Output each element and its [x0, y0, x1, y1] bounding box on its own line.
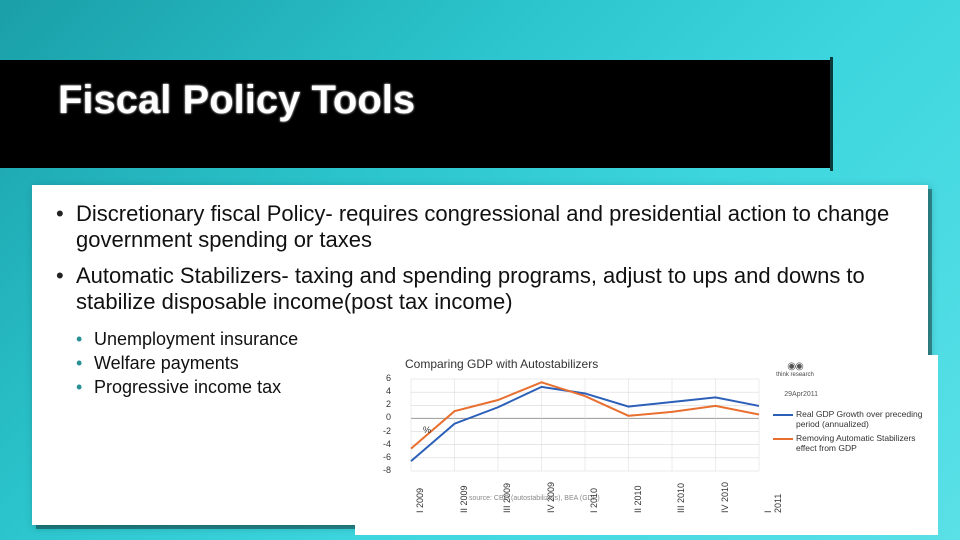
x-tick-label: I 2010 [589, 488, 599, 513]
legend-label: Removing Automatic Stabilizers effect fr… [796, 433, 935, 453]
y-tick-label: -6 [377, 452, 391, 462]
globe-icon: ◉◉ [768, 361, 822, 372]
chart-title: Comparing GDP with Autostabilizers [405, 357, 598, 371]
x-tick-label: I 2009 [415, 488, 425, 513]
main-bullets: Discretionary fiscal Policy- requires co… [32, 185, 928, 315]
y-tick-label: -4 [377, 439, 391, 449]
y-tick-label: 4 [377, 386, 391, 396]
y-tick-label: -8 [377, 465, 391, 475]
chart-logo: ◉◉ think research [768, 361, 822, 379]
y-tick-label: -2 [377, 426, 391, 436]
x-tick-label: I 2011 [763, 494, 783, 513]
slide: Fiscal Policy Tools Fiscal Policy Tools … [0, 0, 960, 540]
x-tick-label: III 2010 [676, 483, 686, 513]
logo-subtext: think research [768, 372, 822, 379]
x-tick-label: IV 2010 [720, 482, 730, 513]
legend-item: Removing Automatic Stabilizers effect fr… [773, 433, 935, 453]
y-unit: % [423, 425, 431, 435]
bullet-item: Automatic Stabilizers- taxing and spendi… [76, 263, 900, 315]
chart-source: source: CBO (autostabilizers), BEA (GDP) [469, 495, 600, 502]
chart-date: 29Apr2011 [784, 391, 818, 398]
legend-swatch [789, 438, 793, 440]
bullet-item: Discretionary fiscal Policy- requires co… [76, 201, 900, 253]
y-tick-label: 0 [377, 412, 391, 422]
slide-title: Fiscal Policy Tools [58, 78, 415, 123]
chart-legend: Real GDP Growth over preceding period (a… [773, 409, 935, 457]
x-tick-label: III 2009 [502, 483, 512, 513]
y-tick-label: 6 [377, 373, 391, 383]
x-tick-label: II 2010 [633, 485, 643, 513]
chart-svg [395, 375, 765, 485]
gdp-chart: Comparing GDP with Autostabilizers ◉◉ th… [355, 355, 938, 535]
x-tick-label: II 2009 [459, 485, 469, 513]
x-tick-label: IV 2009 [546, 482, 556, 513]
legend-swatch [789, 414, 793, 416]
chart-plot-area: 6420-2-4-6-8 % source: CBO (autostabiliz… [395, 375, 765, 485]
legend-label: Real GDP Growth over preceding period (a… [796, 409, 935, 429]
sub-bullet-item: Unemployment insurance [94, 327, 928, 351]
legend-item: Real GDP Growth over preceding period (a… [773, 409, 935, 429]
y-tick-label: 2 [377, 399, 391, 409]
